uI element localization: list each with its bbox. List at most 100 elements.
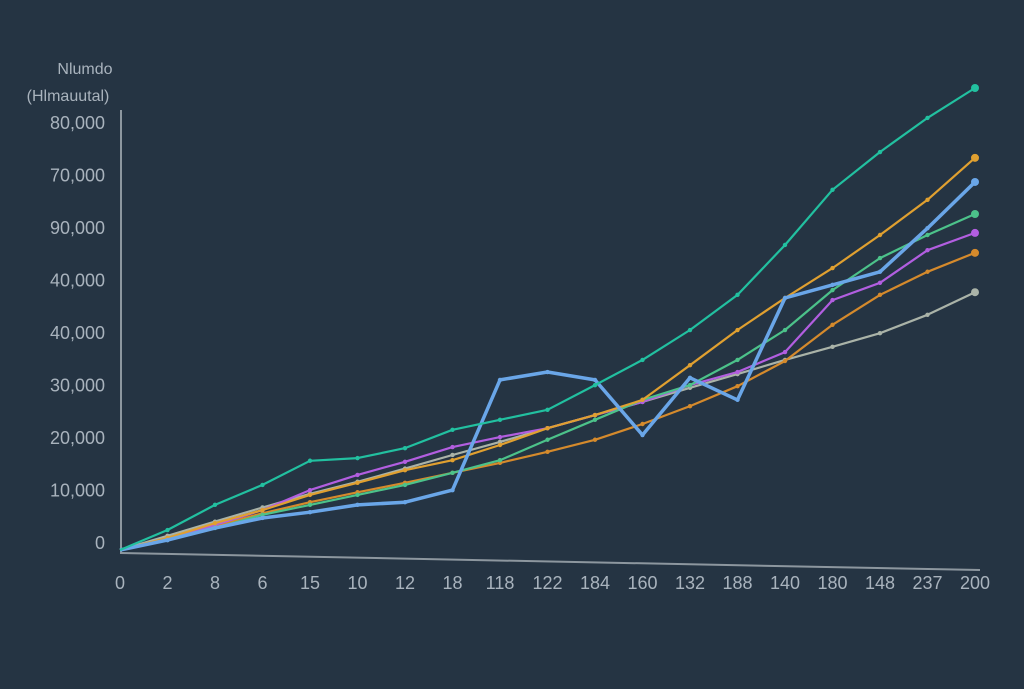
x-tick-label: 2 (162, 573, 172, 593)
x-tick-label: 200 (960, 573, 990, 593)
point (545, 369, 550, 375)
x-axis (119, 552, 981, 571)
point (640, 397, 645, 403)
point (592, 377, 598, 383)
point (735, 292, 740, 298)
x-tick-label: 122 (532, 573, 562, 593)
point (402, 445, 408, 451)
point (877, 232, 883, 238)
point (971, 288, 979, 297)
y-tick-label: 70,000 (50, 165, 105, 185)
point (735, 397, 740, 403)
point (307, 492, 313, 498)
point (925, 269, 930, 274)
x-tick-label: 18 (442, 573, 462, 593)
y-axis-title: (Hlmauutal) (27, 88, 110, 105)
point (165, 537, 170, 543)
point (640, 357, 645, 363)
point (830, 344, 835, 350)
point (592, 382, 598, 388)
point (687, 327, 693, 333)
y-tick-label: 80,000 (50, 113, 105, 133)
point (971, 228, 979, 237)
point (782, 242, 788, 248)
point (830, 322, 835, 327)
point (402, 468, 408, 473)
point (497, 458, 503, 463)
point (260, 482, 265, 488)
point (260, 507, 265, 513)
point (212, 521, 218, 526)
point (307, 458, 313, 463)
point (355, 502, 360, 508)
x-tick-label: 140 (770, 573, 800, 593)
point (782, 327, 788, 333)
point (545, 437, 550, 442)
point (877, 269, 883, 274)
point (782, 349, 788, 355)
y-tick-label: 0 (95, 533, 105, 553)
point (450, 487, 455, 493)
x-tick-label: 180 (817, 573, 847, 593)
point (640, 421, 645, 427)
point (830, 287, 835, 293)
x-tick-label: 160 (627, 573, 657, 593)
point (971, 84, 979, 92)
point (830, 265, 835, 271)
point (925, 312, 930, 317)
point (307, 510, 313, 515)
point (450, 470, 455, 476)
point (355, 472, 360, 478)
x-tick-label: 10 (347, 573, 367, 593)
point (497, 377, 503, 383)
point (355, 492, 360, 498)
point (925, 115, 930, 121)
x-tick-label: 15 (300, 573, 320, 593)
point (925, 232, 930, 238)
point (307, 502, 313, 508)
x-tick-label: 6 (257, 573, 267, 593)
point (830, 187, 835, 193)
point (735, 357, 740, 363)
point (212, 502, 218, 508)
y-tick-label: 30,000 (50, 375, 105, 395)
point (782, 295, 788, 301)
point (165, 527, 170, 533)
point (640, 432, 645, 438)
point (497, 434, 503, 440)
point (260, 515, 265, 521)
point (687, 375, 693, 380)
point (545, 426, 550, 431)
point (402, 500, 408, 505)
x-tick-label: 12 (395, 573, 415, 593)
y-tick-label: 10,000 (50, 480, 105, 500)
x-tick-label: 148 (865, 573, 895, 593)
point (450, 427, 455, 432)
x-tick-label: 184 (580, 573, 610, 593)
point (497, 417, 503, 422)
point (592, 437, 598, 442)
y-tick-label: 20,000 (50, 428, 105, 448)
y-tick-label: 40,000 (50, 270, 105, 290)
point (545, 449, 550, 455)
x-tick-label: 188 (722, 573, 752, 593)
point (450, 444, 455, 450)
point (592, 412, 598, 418)
x-tick-label: 132 (675, 573, 705, 593)
point (355, 480, 360, 485)
y-axis-title: Nlumdo (57, 61, 112, 78)
point (497, 442, 503, 448)
point (925, 197, 930, 203)
point (971, 210, 979, 218)
point (877, 280, 883, 285)
point (497, 439, 503, 445)
point (450, 458, 455, 463)
y-tick-label: 40,000 (50, 323, 105, 343)
point (402, 459, 408, 464)
point (830, 282, 835, 288)
point (355, 455, 360, 461)
point (877, 330, 883, 336)
point (687, 382, 693, 388)
point (925, 248, 930, 253)
